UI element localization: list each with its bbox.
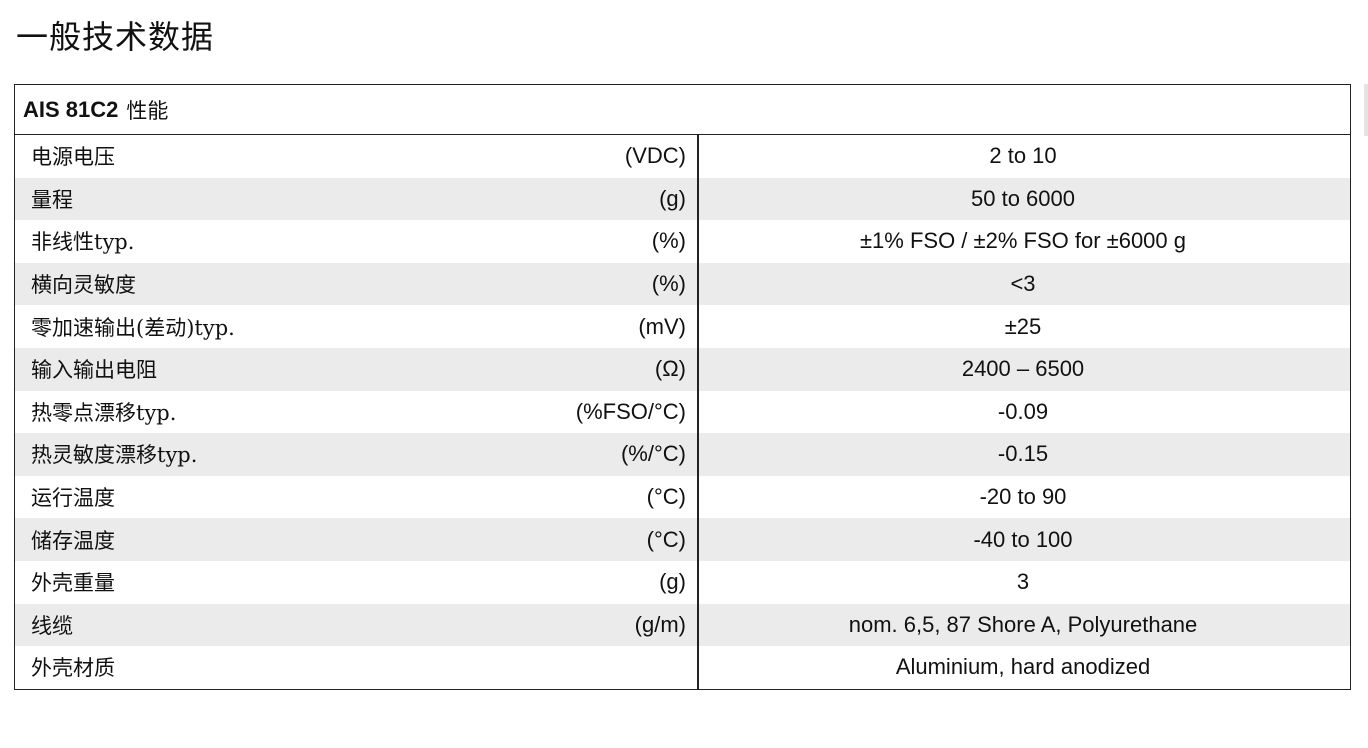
header-suffix: 性能	[126, 98, 169, 123]
row-unit: (mV)	[638, 313, 686, 339]
row-unit: (g/m)	[634, 611, 686, 637]
row-unit: (g)	[659, 569, 686, 595]
row-label: 量程	[31, 187, 73, 212]
row-unit: (%/°C)	[620, 441, 686, 467]
row-unit: (VDC)	[624, 143, 686, 169]
row-unit: (°C)	[646, 484, 686, 510]
row-label: 输入输出电阻	[31, 358, 157, 383]
row-label: 线缆	[31, 613, 73, 638]
row-unit: (°C)	[646, 526, 686, 552]
row-unit: (%)	[651, 228, 686, 254]
table-row: 外壳重量 (g) 3	[15, 561, 1350, 604]
table-row: 零加速输出(差动)typ. (mV) ±25	[15, 305, 1350, 348]
table-row: 热灵敏度漂移typ. (%/°C) -0.15	[15, 433, 1350, 476]
row-value: 2 to 10	[989, 143, 1057, 169]
row-label: 储存温度	[31, 528, 115, 553]
row-label: 外壳材质	[31, 656, 115, 681]
table-row: 热零点漂移typ. (%FSO/°C) -0.09	[15, 391, 1350, 434]
table-row: 输入输出电阻 (Ω) 2400 – 6500	[15, 347, 1350, 391]
table-row: 线缆 (g/m) nom. 6,5, 87 Shore A, Polyureth…	[15, 603, 1350, 647]
page-title: 一般技术数据	[16, 18, 215, 56]
table-row: 运行温度 (°C) -20 to 90	[15, 476, 1350, 519]
row-label: 热灵敏度漂移typ.	[31, 443, 198, 468]
table-row: 电源电压 (VDC) 2 to 10	[15, 135, 1350, 178]
row-label: 外壳重量	[31, 571, 115, 596]
row-value: -0.09	[997, 398, 1049, 424]
row-value: -20 to 90	[979, 484, 1067, 510]
table-body: 电源电压 (VDC) 2 to 10 量程 (g) 50 to 6000 非线性…	[15, 135, 1350, 689]
row-value: -0.15	[997, 441, 1049, 467]
row-value: <3	[1010, 271, 1036, 297]
row-value: nom. 6,5, 87 Shore A, Polyurethane	[848, 611, 1198, 637]
row-value: 2400 – 6500	[961, 356, 1085, 382]
spec-table: AIS 81C2 性能 电源电压 (VDC) 2 to 10 量程 (g) 50…	[14, 84, 1351, 690]
row-label: 横向灵敏度	[31, 273, 136, 298]
table-row: 外壳材质 Aluminium, hard anodized	[15, 646, 1350, 689]
row-label: 运行温度	[31, 486, 115, 511]
row-value: 50 to 6000	[971, 185, 1075, 211]
row-value: -40 to 100	[973, 526, 1073, 552]
row-value: ±25	[1004, 313, 1042, 339]
table-row: 储存温度 (°C) -40 to 100	[15, 518, 1350, 561]
table-row: 横向灵敏度 (%) <3	[15, 262, 1350, 306]
scrollbar-edge[interactable]	[1364, 84, 1368, 136]
row-unit: (Ω)	[654, 356, 686, 382]
row-unit: (g)	[659, 185, 686, 211]
table-row: 非线性typ. (%) ±1% FSO / ±2% FSO for ±6000 …	[15, 220, 1350, 263]
row-value: Aluminium, hard anodized	[895, 654, 1151, 680]
row-label: 非线性typ.	[31, 230, 135, 255]
column-divider	[697, 135, 699, 689]
model-name: AIS 81C2	[23, 96, 119, 122]
row-label: 电源电压	[31, 145, 115, 170]
row-value: 3	[1016, 569, 1030, 595]
row-value: ±1% FSO / ±2% FSO for ±6000 g	[859, 228, 1186, 254]
row-unit: (%FSO/°C)	[575, 398, 686, 424]
row-label: 零加速输出(差动)typ.	[31, 315, 235, 340]
table-header: AIS 81C2 性能	[15, 85, 1350, 135]
row-label: 热零点漂移typ.	[31, 400, 177, 425]
table-row: 量程 (g) 50 to 6000	[15, 177, 1350, 221]
row-unit: (%)	[651, 271, 686, 297]
